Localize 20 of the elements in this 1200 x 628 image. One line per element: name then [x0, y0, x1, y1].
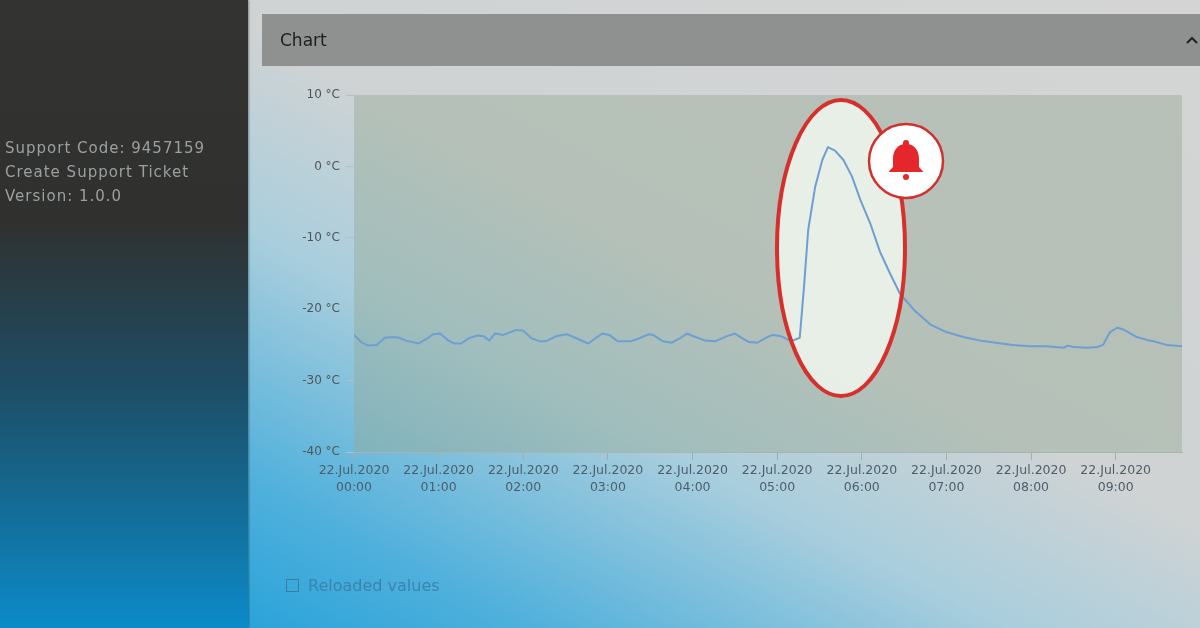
- x-tick-label: 22.Jul.2020 02:00: [487, 462, 559, 494]
- x-tick-label: 22.Jul.2020 03:00: [572, 462, 644, 494]
- x-tick-label: 22.Jul.2020 00:00: [318, 462, 390, 494]
- x-tick-label: 22.Jul.2020 09:00: [1080, 462, 1152, 494]
- y-tick-label: -10 °C: [302, 229, 340, 244]
- x-tick-label: 22.Jul.2020 06:00: [826, 462, 898, 494]
- y-tick-label: 10 °C: [306, 87, 340, 102]
- x-tick-label: 22.Jul.2020 08:00: [995, 462, 1067, 494]
- x-tick-label: 22.Jul.2020 04:00: [657, 462, 728, 494]
- x-tick-label: 22.Jul.2020 07:00: [911, 462, 982, 494]
- y-tick-label: -40 °C: [302, 444, 340, 459]
- text: Support Code: 9457159: [4, 138, 207, 159]
- text: Create Support Ticket: [4, 162, 191, 183]
- text: Version: 1.0.0: [4, 186, 124, 207]
- y-tick-label: 0 °C: [314, 158, 340, 173]
- x-tick-label: 22.Jul.2020 05:00: [741, 462, 813, 494]
- x-tick-label: 22.Jul.2020 01:00: [403, 462, 475, 494]
- y-tick-label: -20 °C: [302, 301, 340, 316]
- chart-title: Chart: [280, 29, 327, 52]
- y-tick-label: -30 °C: [302, 372, 340, 387]
